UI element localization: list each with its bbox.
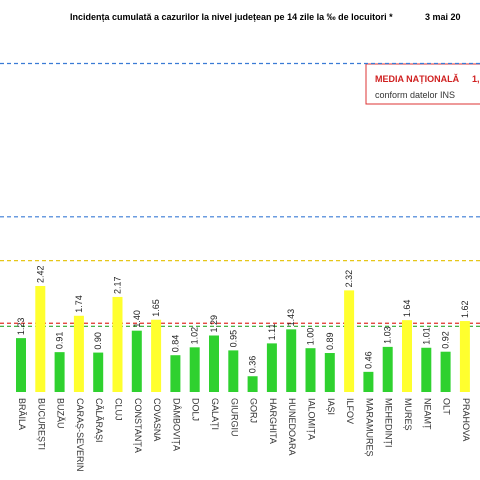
bar bbox=[344, 290, 355, 392]
value-label: 0.90 bbox=[93, 332, 103, 350]
bar bbox=[73, 315, 84, 392]
x-tick-label: MEHEDINȚI bbox=[384, 398, 394, 448]
x-tick-label: IALOMIȚA bbox=[307, 398, 317, 440]
value-label: 1.64 bbox=[402, 300, 412, 318]
x-tick-label: HUNEDOARA bbox=[287, 398, 297, 456]
value-label: 1.11 bbox=[267, 324, 277, 341]
x-tick-label: PRAHOVA bbox=[461, 398, 471, 441]
bar bbox=[382, 346, 393, 392]
x-tick-label: DÂMBOVIȚA bbox=[171, 398, 181, 451]
x-tick-label: CLUJ bbox=[114, 398, 124, 421]
bar bbox=[112, 296, 123, 392]
value-label: 1.29 bbox=[209, 315, 219, 333]
value-label: 1.65 bbox=[151, 299, 161, 317]
value-label: 1.00 bbox=[306, 328, 316, 346]
legend-note: conform datelor INS bbox=[375, 90, 455, 100]
bar bbox=[247, 376, 258, 392]
chart-title: Incidența cumulată a cazurilor la nivel … bbox=[70, 12, 393, 22]
bar bbox=[189, 347, 200, 392]
value-label: 2.42 bbox=[35, 265, 45, 283]
value-label: 0.46 bbox=[363, 351, 373, 369]
bar bbox=[16, 338, 26, 392]
value-label: 1.03 bbox=[383, 326, 393, 344]
value-label: 1.23 bbox=[16, 318, 26, 336]
x-tick-label: CONSTANȚA bbox=[133, 398, 143, 453]
value-label: 2.32 bbox=[344, 270, 354, 288]
bar bbox=[421, 347, 432, 392]
value-label: 1.74 bbox=[74, 295, 84, 313]
bar bbox=[459, 321, 470, 392]
value-label: 1.62 bbox=[460, 301, 470, 319]
value-label: 1.01 bbox=[421, 327, 431, 345]
x-tick-label: COVASNA bbox=[152, 398, 162, 441]
bar bbox=[151, 319, 162, 392]
x-tick-label: GIURGIU bbox=[229, 398, 239, 437]
value-label: 0.92 bbox=[441, 331, 451, 349]
value-label: 1.02 bbox=[190, 327, 200, 345]
x-tick-label: BUZĂU bbox=[56, 398, 66, 429]
x-tick-label: CARAȘ-SEVERIN bbox=[75, 398, 85, 472]
x-tick-label: GALAȚI bbox=[210, 398, 220, 430]
x-tick-label: ILFOV bbox=[345, 398, 355, 424]
bar bbox=[54, 352, 65, 392]
x-tick-label: NEAMȚ bbox=[422, 398, 432, 430]
value-label: 1.40 bbox=[132, 310, 142, 328]
legend-value: 1, bbox=[472, 74, 480, 84]
x-tick-label: MARAMUREȘ bbox=[364, 398, 374, 457]
bar bbox=[402, 320, 412, 392]
bar bbox=[228, 350, 239, 392]
legend-box bbox=[365, 63, 480, 105]
value-label: 0.84 bbox=[170, 335, 180, 353]
bar bbox=[324, 353, 335, 392]
bar bbox=[209, 335, 219, 392]
x-tick-label: GORJ bbox=[249, 398, 259, 423]
bar bbox=[363, 371, 374, 392]
value-label: 0.89 bbox=[325, 332, 335, 350]
legend-title: MEDIA NAȚIONALĂ bbox=[375, 74, 460, 84]
value-label: 0.95 bbox=[228, 330, 238, 348]
bar bbox=[286, 329, 297, 392]
chart-date: 3 mai 20 bbox=[425, 12, 461, 22]
x-tick-label: IAȘI bbox=[326, 398, 336, 415]
bar bbox=[35, 286, 46, 392]
x-tick-label: BRĂILA bbox=[17, 398, 27, 430]
value-label: 0.36 bbox=[248, 356, 258, 374]
bar bbox=[93, 352, 104, 392]
x-tick-label: DOLJ bbox=[191, 398, 201, 421]
bar bbox=[305, 348, 316, 392]
bar bbox=[170, 355, 181, 392]
x-tick-label: MUREȘ bbox=[403, 398, 413, 431]
x-tick-label: CĂLĂRAȘI bbox=[94, 398, 104, 443]
x-tick-label: BUCUREȘTI bbox=[36, 398, 46, 450]
value-label: 1.43 bbox=[286, 309, 296, 327]
value-label: 2.17 bbox=[113, 276, 123, 294]
value-label: 0.91 bbox=[55, 332, 65, 350]
bar bbox=[131, 330, 142, 392]
x-tick-label: HARGHITA bbox=[268, 398, 278, 444]
bar bbox=[266, 343, 277, 392]
bar bbox=[440, 351, 451, 392]
x-tick-label: OLT bbox=[442, 398, 452, 415]
